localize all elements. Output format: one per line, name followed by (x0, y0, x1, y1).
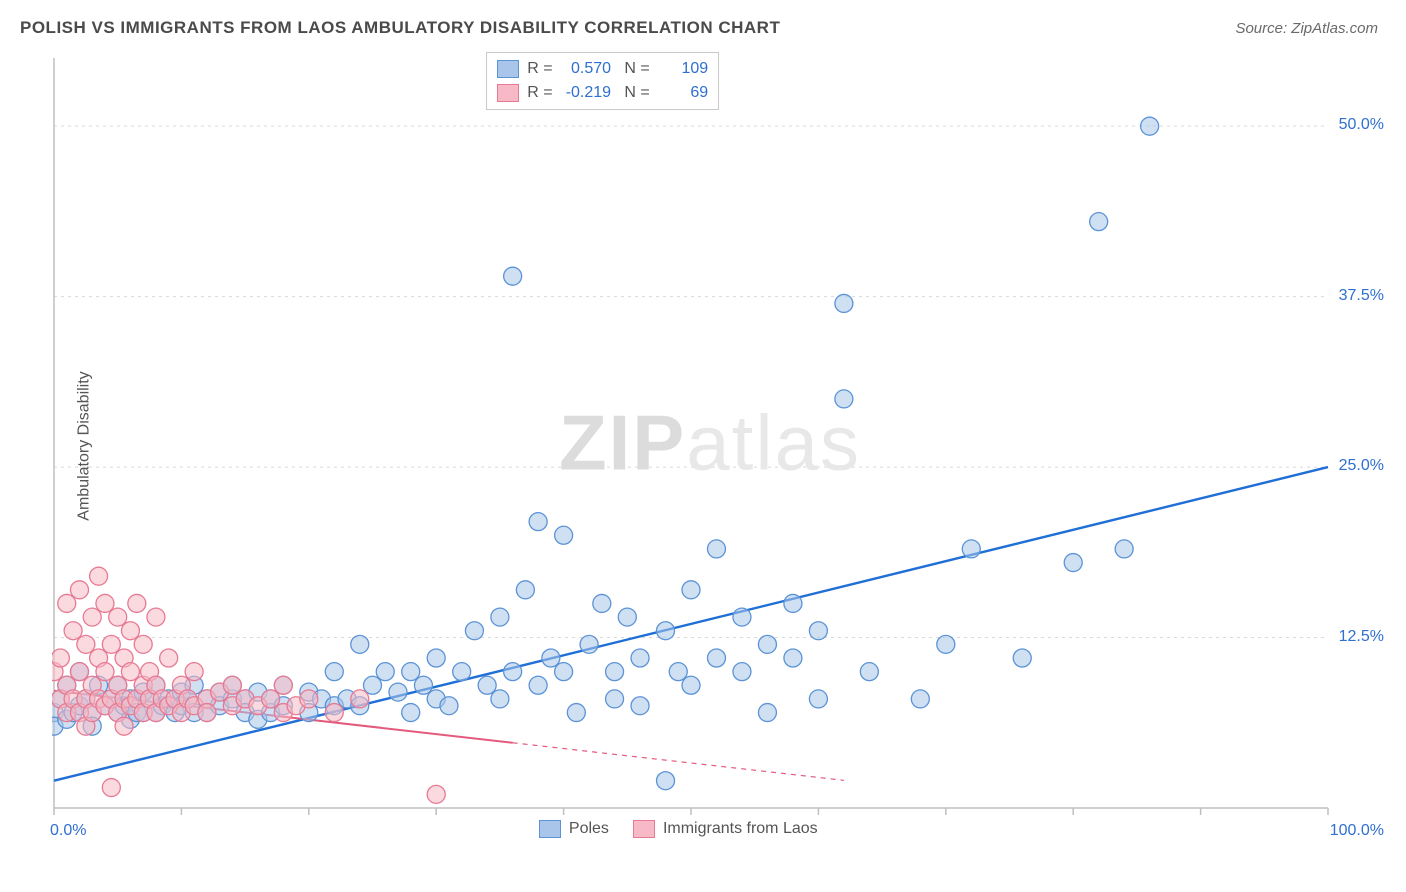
correlation-row: R = -0.219 N = 69 (497, 81, 708, 105)
legend-label: Immigrants from Laos (663, 820, 818, 838)
series-legend: Poles Immigrants from Laos (539, 820, 818, 838)
legend-item: Immigrants from Laos (633, 820, 818, 838)
y-tick-label: 50.0% (1339, 116, 1384, 134)
correlation-text: R = 0.570 N = 109 (527, 60, 708, 78)
legend-label: Poles (569, 820, 609, 838)
y-tick-label: 12.5% (1339, 628, 1384, 646)
correlation-row: R = 0.570 N = 109 (497, 57, 708, 81)
y-tick-label: 25.0% (1339, 457, 1384, 475)
correlation-text: R = -0.219 N = 69 (527, 84, 708, 102)
legend-swatch (497, 84, 519, 102)
x-axis-min-label: 0.0% (50, 822, 86, 840)
legend-swatch (497, 60, 519, 78)
legend-swatch (633, 820, 655, 838)
plot-area: ZIPatlas (52, 48, 1368, 838)
scatter-chart (52, 48, 1368, 838)
legend-item: Poles (539, 820, 609, 838)
correlation-legend: R = 0.570 N = 109 R = -0.219 N = 69 (486, 52, 719, 110)
source-label: Source: ZipAtlas.com (1235, 20, 1378, 37)
legend-swatch (539, 820, 561, 838)
y-tick-label: 37.5% (1339, 287, 1384, 305)
chart-title: POLISH VS IMMIGRANTS FROM LAOS AMBULATOR… (20, 18, 780, 38)
x-axis-max-label: 100.0% (1330, 822, 1384, 840)
